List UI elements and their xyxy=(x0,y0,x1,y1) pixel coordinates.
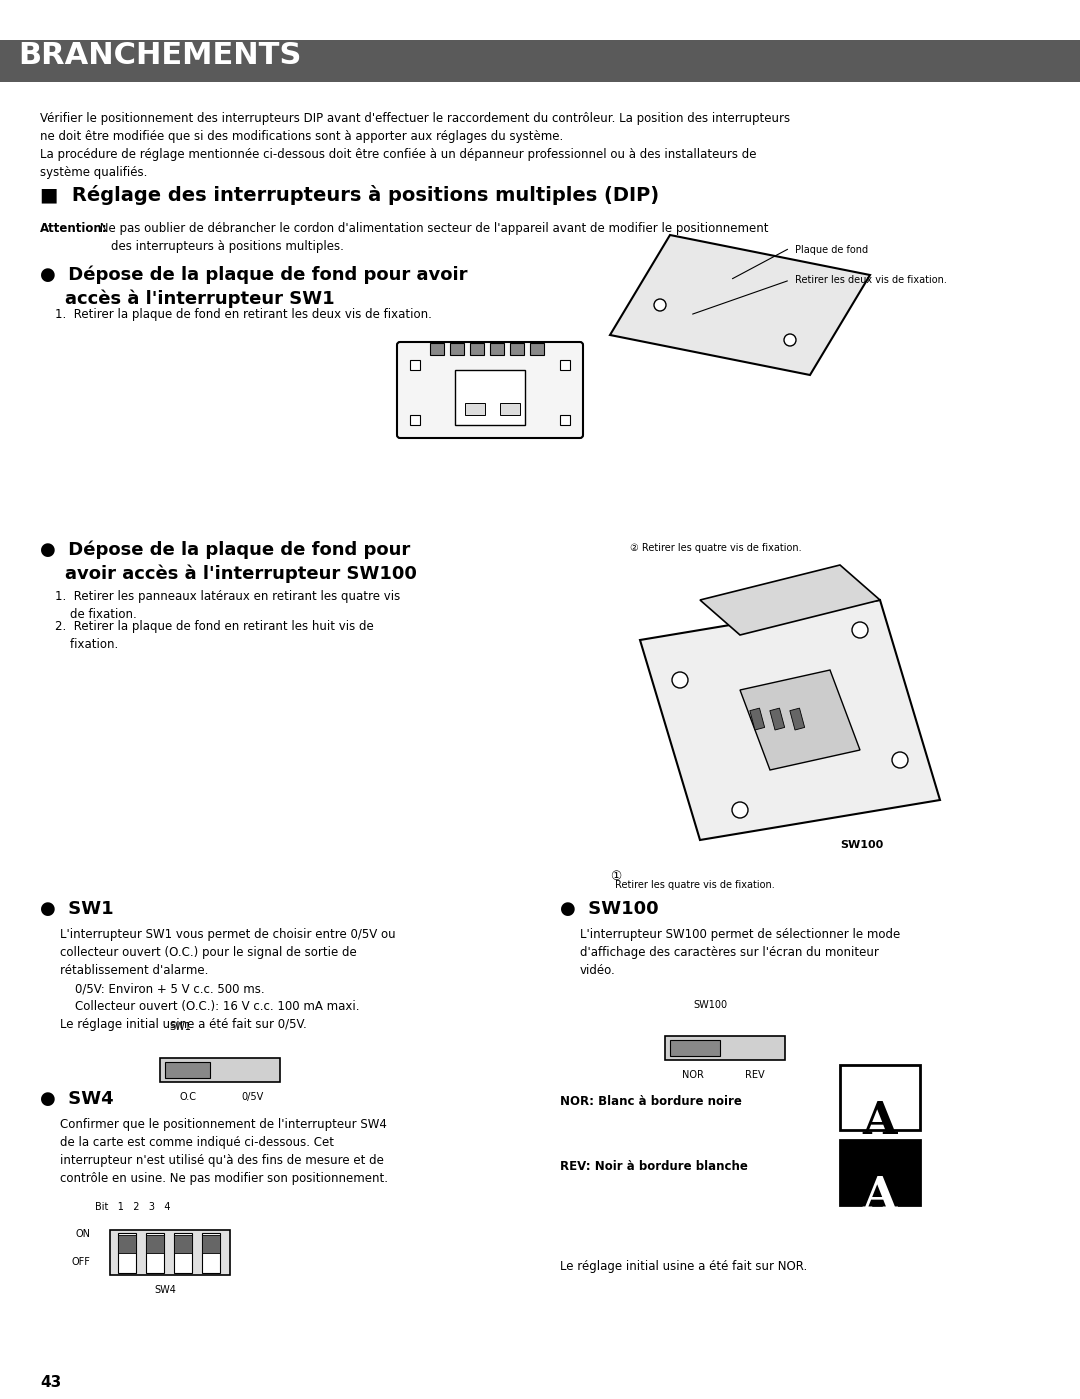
Text: ●  SW1: ● SW1 xyxy=(40,900,113,918)
Bar xyxy=(0,41,1080,83)
Circle shape xyxy=(654,299,666,311)
Text: Retirer les deux vis de fixation.: Retirer les deux vis de fixation. xyxy=(795,276,947,285)
Polygon shape xyxy=(740,670,860,769)
Text: ●  Dépose de la plaque de fond pour avoir
    accès à l'interrupteur SW1: ● Dépose de la plaque de fond pour avoir… xyxy=(40,264,468,308)
Text: ①: ① xyxy=(610,870,621,883)
Bar xyxy=(770,708,785,730)
Text: ●  SW4: ● SW4 xyxy=(40,1090,113,1108)
Text: Le réglage initial usine a été fait sur NOR.: Le réglage initial usine a été fait sur … xyxy=(561,1260,807,1273)
Text: L'interrupteur SW1 vous permet de choisir entre 0/5V ou
collecteur ouvert (O.C.): L'interrupteur SW1 vous permet de choisi… xyxy=(60,928,395,1031)
FancyBboxPatch shape xyxy=(840,1065,920,1130)
Bar xyxy=(561,360,570,369)
Bar xyxy=(470,343,484,355)
Text: 2.  Retirer la plaque de fond en retirant les huit vis de
    fixation.: 2. Retirer la plaque de fond en retirant… xyxy=(55,620,374,651)
Text: SW100: SW100 xyxy=(693,1000,727,1010)
Polygon shape xyxy=(640,600,940,839)
Text: NOR: NOR xyxy=(683,1070,704,1080)
Text: NOR: Blanc à bordure noire: NOR: Blanc à bordure noire xyxy=(561,1095,742,1108)
Text: 0/5V: 0/5V xyxy=(241,1093,264,1102)
Bar xyxy=(750,708,765,730)
Text: O.C: O.C xyxy=(179,1093,197,1102)
Text: ON: ON xyxy=(75,1228,90,1240)
Text: Retirer les quatre vis de fixation.: Retirer les quatre vis de fixation. xyxy=(615,880,774,890)
Bar xyxy=(165,1062,210,1079)
Text: Plaque de fond: Plaque de fond xyxy=(795,245,868,255)
Bar xyxy=(455,369,525,425)
Text: 1.  Retirer la plaque de fond en retirant les deux vis de fixation.: 1. Retirer la plaque de fond en retirant… xyxy=(55,308,432,320)
Text: ■  Réglage des interrupteurs à positions multiples (DIP): ■ Réglage des interrupteurs à positions … xyxy=(40,185,659,206)
Text: SW100: SW100 xyxy=(840,839,883,851)
Text: REV: Noir à bordure blanche: REV: Noir à bordure blanche xyxy=(561,1160,747,1172)
Bar xyxy=(670,1039,720,1056)
Bar xyxy=(490,343,504,355)
FancyBboxPatch shape xyxy=(397,341,583,438)
Text: A: A xyxy=(863,1175,897,1219)
Bar xyxy=(146,1233,164,1273)
Text: 43: 43 xyxy=(40,1375,62,1391)
Bar xyxy=(430,343,444,355)
Text: ●  SW100: ● SW100 xyxy=(561,900,659,918)
Text: Ne pas oublier de débrancher le cordon d'alimentation secteur de l'appareil avan: Ne pas oublier de débrancher le cordon d… xyxy=(96,222,769,253)
Text: Bit   1   2   3   4: Bit 1 2 3 4 xyxy=(95,1202,171,1212)
Bar xyxy=(410,416,420,425)
Circle shape xyxy=(892,753,908,768)
Text: A: A xyxy=(863,1100,897,1143)
Circle shape xyxy=(784,334,796,346)
Text: SW1: SW1 xyxy=(170,1023,191,1032)
Bar xyxy=(510,343,524,355)
Circle shape xyxy=(732,802,748,818)
Circle shape xyxy=(852,623,868,638)
Text: BRANCHEMENTS: BRANCHEMENTS xyxy=(18,41,301,70)
Text: REV: REV xyxy=(745,1070,765,1080)
Text: Attention:: Attention: xyxy=(40,222,108,235)
Bar xyxy=(561,416,570,425)
Circle shape xyxy=(672,672,688,688)
Polygon shape xyxy=(700,565,880,635)
Bar xyxy=(146,1235,164,1254)
Bar xyxy=(110,1230,230,1274)
Bar xyxy=(500,403,519,416)
Text: Vérifier le positionnement des interrupteurs DIP avant d'effectuer le raccordeme: Vérifier le positionnement des interrupt… xyxy=(40,112,791,179)
Polygon shape xyxy=(610,235,870,375)
Text: 1.  Retirer les panneaux latéraux en retirant les quatre vis
    de fixation.: 1. Retirer les panneaux latéraux en reti… xyxy=(55,590,401,621)
Bar xyxy=(0,0,1080,41)
Text: Confirmer que le positionnement de l'interrupteur SW4
de la carte est comme indi: Confirmer que le positionnement de l'int… xyxy=(60,1118,388,1185)
Text: ●  Dépose de la plaque de fond pour
    avoir accès à l'interrupteur SW100: ● Dépose de la plaque de fond pour avoir… xyxy=(40,540,417,583)
Bar xyxy=(410,360,420,369)
Bar xyxy=(202,1233,220,1273)
Text: L'interrupteur SW100 permet de sélectionner le mode
d'affichage des caractères s: L'interrupteur SW100 permet de sélection… xyxy=(580,928,901,977)
Bar xyxy=(174,1235,192,1254)
Bar xyxy=(174,1233,192,1273)
Bar xyxy=(118,1233,136,1273)
Bar xyxy=(160,1058,280,1081)
Text: OFF: OFF xyxy=(72,1256,91,1267)
Bar xyxy=(202,1235,220,1254)
Bar xyxy=(450,343,464,355)
Bar xyxy=(118,1235,136,1254)
Text: SW4: SW4 xyxy=(154,1286,176,1295)
Bar xyxy=(465,403,485,416)
FancyBboxPatch shape xyxy=(840,1140,920,1205)
Bar xyxy=(789,708,805,730)
Bar xyxy=(665,1037,785,1060)
Bar xyxy=(530,343,544,355)
Text: ② Retirer les quatre vis de fixation.: ② Retirer les quatre vis de fixation. xyxy=(630,543,801,553)
